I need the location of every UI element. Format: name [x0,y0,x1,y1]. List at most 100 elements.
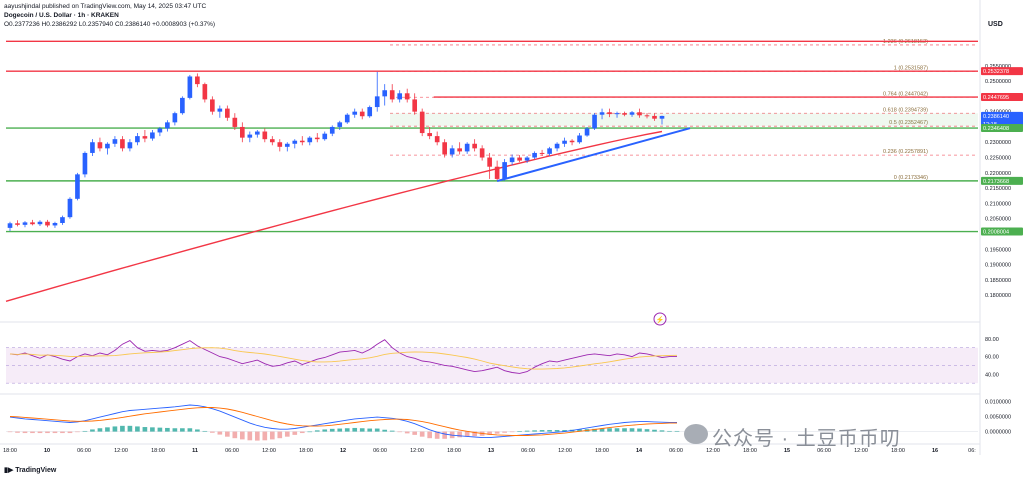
macd-histogram-bar [225,431,230,437]
fibonacci-zone [390,113,978,127]
time-tick-label: 18:00 [299,448,313,454]
candle-up [37,221,43,225]
price-badge-label: 0.2008004 [983,230,1009,236]
macd-histogram-bar [457,431,462,438]
macd-histogram-bar [494,431,500,434]
published-by-text: aayushjindal published on TradingView.co… [4,3,207,10]
candle-down [487,157,492,167]
candle-up [180,97,185,114]
price-badge-label: 0.2346408 [983,126,1009,132]
candle-up [629,112,635,115]
macd-histogram-bar [524,430,530,432]
event-marker-icon [653,312,667,326]
macd-histogram-bar [30,431,35,434]
macd-histogram-bar [599,428,605,432]
candle-up [464,143,470,152]
time-tick-label: 06: [968,448,976,454]
macd-histogram-bar [629,428,635,432]
macd-tick-label: 0.0100000 [985,399,1011,405]
candle-down [622,113,627,115]
time-tick-label: 06:00 [521,448,535,454]
fibonacci-level-label: 1 (0.2531587) [894,65,928,71]
macd-histogram-bar [547,430,552,432]
price-badge-label: 0.2532378 [983,69,1009,75]
macd-histogram-bar [322,429,328,432]
time-tick-label: 18:00 [743,448,757,454]
macd-histogram-bar [75,431,80,433]
time-tick-label: 12:00 [410,448,424,454]
macd-histogram-bar [284,431,290,437]
macd-histogram-bar [337,428,343,432]
candle-up [22,222,28,225]
macd-histogram-bar [15,431,20,433]
macd-histogram-bar [172,428,178,432]
candle-up [292,140,298,144]
candle-down [262,131,268,140]
macd-histogram-bar [554,430,560,432]
candle-up [254,131,260,135]
macd-histogram-bar [262,431,268,441]
macd-histogram-bar [404,431,410,434]
candle-up [584,128,590,136]
macd-histogram-bar [82,430,88,432]
macd-histogram-bar [105,427,110,432]
fibonacci-level-label: 0.5 (0.2352467) [889,120,928,126]
price-tick-label: 0.2250000 [985,156,1011,162]
candle-up [52,222,58,226]
macd-histogram-bar [202,430,208,432]
time-tick-label: 06:00 [373,448,387,454]
time-tick-label: 12:00 [262,448,276,454]
candle-down [637,112,642,116]
macd-histogram-bar [652,429,657,432]
candle-up [322,133,328,140]
macd-histogram-bar [52,431,58,434]
wechat-watermark-icon [684,424,708,444]
time-tick-label: 18:00 [3,448,17,454]
currency-label: USD [988,21,1003,28]
macd-histogram-bar [352,427,358,432]
price-badge [981,93,1023,102]
macd-histogram-bar [659,430,665,432]
tradingview-logo[interactable]: ▮▶ TradingView [4,466,56,474]
candle-up [217,108,223,112]
price-tick-label: 0.1950000 [985,247,1011,253]
macd-histogram-bar [254,431,260,441]
watermark-text: 公众号 · 土豆币币叨 [712,428,901,450]
macd-histogram-bar [247,431,253,441]
rsi-average-line [9,347,678,370]
fibonacci-level-label: 0 (0.2173346) [894,175,928,181]
macd-histogram-bar [472,431,477,437]
price-badge [981,176,1023,185]
time-tick-label: 18:00 [595,448,609,454]
time-tick-label: 12 [340,448,346,454]
fibonacci-level-label: 0.764 (0.2447042) [883,91,928,97]
macd-histogram-bar [344,428,350,432]
price-tick-label: 0.2550000 [985,64,1011,70]
macd-histogram-bar [509,431,515,433]
price-badge [981,227,1023,236]
price-badge [981,111,1023,128]
macd-histogram-bar [60,431,65,434]
price-tick-label: 0.2500000 [985,79,1011,85]
price-tick-label: 0.1850000 [985,278,1011,284]
candle-up [187,76,193,98]
time-tick-label: 06:00 [669,448,683,454]
symbol-title: Dogecoin / U.S. Dollar · 1h · KRAKEN [4,12,119,19]
macd-histogram-bar [299,431,305,434]
macd-histogram-bar [389,430,395,432]
price-tick-label: 0.2200000 [985,171,1011,177]
candle-up [7,223,13,228]
macd-histogram-bar [292,431,298,435]
candle-down [15,223,20,225]
price-tick-label: 0.2150000 [985,186,1011,192]
macd-histogram-bar [427,431,433,439]
time-tick-label: 12:00 [706,448,720,454]
candle-up [67,198,73,218]
candle-down [434,136,440,143]
time-tick-label: 06:00 [77,448,91,454]
time-tick-label: 18:00 [151,448,165,454]
macd-line [9,404,677,439]
candle-up [577,135,582,143]
